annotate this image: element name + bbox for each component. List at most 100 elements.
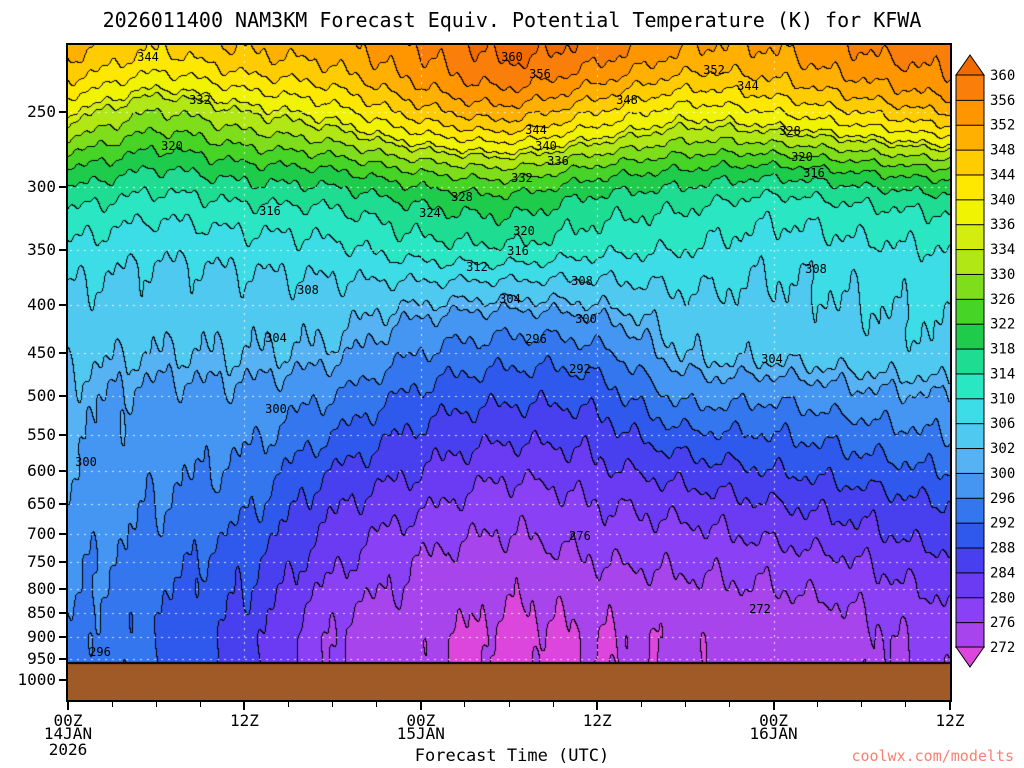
- y-tick-label: 1000: [17, 670, 56, 690]
- colorbar-band: [955, 173, 985, 201]
- colorbar-band: [955, 124, 985, 151]
- x-tick: [596, 702, 599, 710]
- colorbar-label: 336: [990, 217, 1015, 233]
- y-tick-label: 800: [27, 578, 56, 598]
- colorbar-band: [955, 422, 985, 450]
- chart-title: 2026011400 NAM3KM Forecast Equiv. Potent…: [102, 8, 922, 32]
- colorbar-band: [955, 522, 985, 549]
- x-tick-label: 12Z: [935, 711, 965, 730]
- colorbar-label: 322: [990, 317, 1015, 333]
- colorbar-label: 314: [990, 366, 1015, 382]
- y-tick-label: 950: [27, 649, 56, 669]
- y-tick-label: 750: [27, 552, 56, 572]
- x-tick: [243, 702, 246, 710]
- x-minor-tick: [199, 702, 201, 707]
- colorbar-band: [955, 571, 985, 599]
- colorbar-label: 306: [990, 416, 1015, 432]
- colorbar-band: [955, 298, 985, 325]
- x-tick: [772, 702, 775, 710]
- plot-area: [66, 43, 952, 702]
- x-minor-tick: [332, 702, 334, 707]
- date-label: 2026: [48, 740, 88, 759]
- x-minor-tick: [861, 702, 863, 707]
- x-minor-tick: [464, 702, 466, 707]
- colorbar-band: [955, 621, 985, 648]
- field-canvas: [68, 45, 950, 700]
- x-minor-tick: [684, 702, 686, 707]
- x-tick-label: 12Z: [229, 711, 259, 730]
- x-minor-tick: [640, 702, 642, 707]
- colorbar-band: [955, 348, 985, 375]
- colorbar-label: 330: [990, 267, 1015, 283]
- colorbar-band: [955, 248, 985, 275]
- y-tick-label: 600: [27, 460, 56, 480]
- colorbar-band: [955, 372, 985, 400]
- x-minor-tick: [111, 702, 113, 707]
- date-label: 14JAN: [43, 724, 93, 743]
- colorbar-label: 348: [990, 143, 1015, 159]
- colorbar-label: 310: [990, 391, 1015, 407]
- x-tick: [67, 702, 69, 710]
- colorbar-label: 344: [990, 167, 1015, 183]
- colorbar-band: [955, 99, 985, 126]
- x-minor-tick: [508, 702, 510, 707]
- colorbar-band: [955, 323, 985, 350]
- x-tick-label: 00Z: [759, 711, 789, 730]
- x-tick-label: 12Z: [582, 711, 612, 730]
- y-tick-label: 700: [27, 524, 56, 543]
- y-tick-label: 400: [27, 294, 56, 314]
- colorbar-band: [955, 74, 985, 101]
- watermark: coolwx.com/modelts: [851, 747, 1014, 765]
- y-tick-label: 300: [27, 177, 56, 197]
- colorbar-band: [955, 397, 985, 425]
- colorbar-band: [955, 223, 985, 251]
- y-tick-label: 250: [27, 102, 56, 122]
- colorbar-label: 288: [990, 541, 1015, 557]
- y-tick-label: 500: [27, 386, 56, 406]
- colorbar-band: [955, 596, 985, 624]
- colorbar-band: [955, 472, 985, 499]
- colorbar-label: 356: [990, 93, 1015, 109]
- y-tick-label: 650: [27, 493, 56, 513]
- x-minor-tick: [905, 702, 907, 707]
- colorbar-label: 340: [990, 192, 1015, 208]
- x-tick: [949, 702, 951, 710]
- y-tick-label: 550: [27, 425, 56, 445]
- x-minor-tick: [155, 702, 157, 707]
- colorbar-band: [955, 447, 985, 474]
- colorbar-label: 280: [990, 590, 1015, 606]
- colorbar-band: [955, 149, 985, 176]
- colorbar-band: [955, 198, 985, 226]
- colorbar-arrow-down-icon: [955, 646, 985, 668]
- y-tick-label: 450: [27, 343, 56, 363]
- colorbar-label: 334: [990, 242, 1015, 258]
- colorbar-band: [955, 547, 985, 574]
- colorbar-label: 326: [990, 292, 1015, 308]
- colorbar-label: 292: [990, 516, 1015, 532]
- colorbar-label: 284: [990, 565, 1015, 581]
- colorbar-label: 302: [990, 441, 1015, 457]
- colorbar-label: 272: [990, 640, 1015, 656]
- date-label: 16JAN: [749, 724, 798, 743]
- colorbar-label: 300: [990, 466, 1015, 482]
- x-minor-tick: [376, 702, 378, 707]
- x-minor-tick: [817, 702, 819, 707]
- x-tick: [419, 702, 422, 710]
- x-minor-tick: [552, 702, 554, 707]
- x-axis-title: Forecast Time (UTC): [414, 746, 610, 766]
- x-minor-tick: [288, 702, 289, 707]
- y-tick-label: 900: [27, 626, 56, 646]
- colorbar-label: 276: [990, 615, 1015, 631]
- colorbar-band: [955, 497, 985, 524]
- colorbar-label: 352: [990, 118, 1015, 134]
- colorbar-band: [955, 273, 985, 300]
- y-tick-label: 350: [27, 240, 56, 260]
- colorbar-label: 296: [990, 491, 1015, 507]
- x-tick-label: 00Z: [406, 711, 436, 730]
- x-tick-label: 00Z: [53, 711, 83, 730]
- colorbar-arrow-up-icon: [955, 54, 985, 76]
- colorbar-label: 360: [990, 68, 1015, 84]
- colorbar-label: 318: [990, 342, 1015, 358]
- date-label: 15JAN: [396, 724, 445, 743]
